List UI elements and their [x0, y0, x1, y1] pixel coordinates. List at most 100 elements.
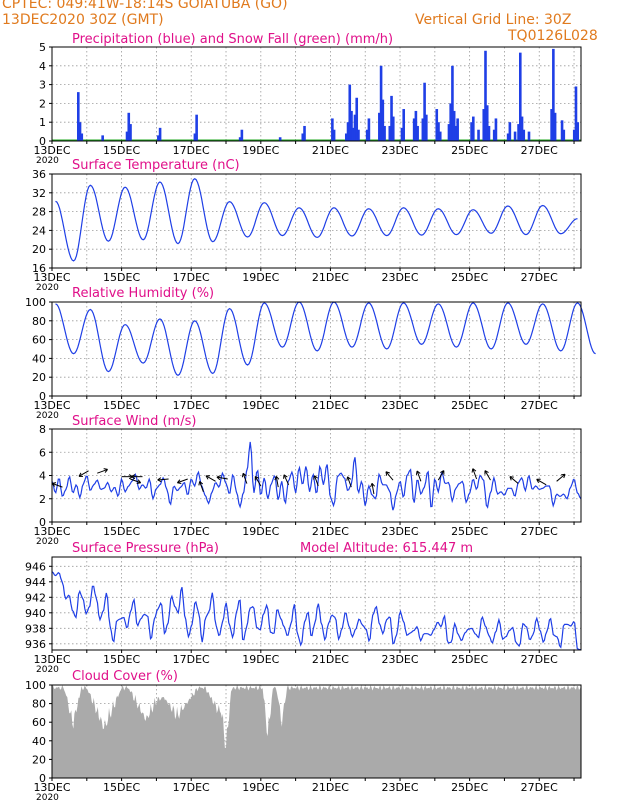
- precip-bar: [348, 84, 352, 141]
- temp-xtick-label: 25DEC: [451, 271, 488, 284]
- pressure-year-label: 2020: [36, 665, 59, 675]
- wind-arrow: [484, 470, 491, 481]
- wind-arrow: [51, 482, 63, 488]
- pressure-ytick-label: 938: [25, 622, 46, 635]
- grid-note: Vertical Grid Line: 30Z: [415, 12, 572, 28]
- wind-arrow: [556, 473, 566, 482]
- cloud-xtick-label: 27DEC: [521, 781, 558, 794]
- cloud-panel: [49, 684, 582, 781]
- precip-bar: [195, 114, 198, 141]
- pressure-title: Surface Pressure (hPa): [72, 541, 219, 556]
- rh-ytick-label: 100: [25, 296, 46, 309]
- wind-arrowhead: [51, 482, 57, 487]
- pressure-ytick-label: 940: [25, 607, 46, 620]
- rh-xtick-label: 27DEC: [521, 399, 558, 412]
- rh-xtick-label: 23DEC: [381, 399, 418, 412]
- rh-year-label: 2020: [36, 411, 59, 421]
- wind-ytick-label: 6: [39, 446, 46, 459]
- wind-arrowhead: [198, 481, 204, 486]
- temp-title: Surface Temperature (nC): [72, 158, 240, 173]
- wind-arrowhead: [78, 472, 84, 477]
- precip-bar: [454, 125, 458, 141]
- wind-arrow: [254, 476, 262, 487]
- wind-arrowhead: [484, 470, 489, 475]
- wind-xtick-label: 25DEC: [451, 525, 488, 538]
- precip-bar: [560, 120, 564, 141]
- precip-bar: [129, 124, 132, 141]
- precip-xtick-label: 21DEC: [312, 144, 349, 157]
- model-code: TQ0126L028: [508, 28, 598, 44]
- rh-xtick-label: 13DEC: [33, 399, 70, 412]
- precip-bar: [367, 118, 371, 141]
- wind-arrowhead: [561, 473, 566, 479]
- wind-arrow: [536, 478, 547, 486]
- precip-xtick-label: 19DEC: [242, 144, 279, 157]
- precip-bar: [449, 103, 452, 141]
- cloud-xtick-label: 13DEC: [33, 781, 70, 794]
- precip-bar: [331, 118, 334, 141]
- precip-ytick-label: 5: [39, 41, 46, 54]
- rh-frame: [51, 301, 582, 397]
- precip-frame: [51, 46, 582, 142]
- wind-arrow: [472, 468, 478, 480]
- precip-bar: [513, 131, 517, 141]
- wind-arrow: [130, 478, 141, 484]
- wind-arrowhead: [509, 476, 514, 481]
- rh-xtick-label: 17DEC: [173, 399, 210, 412]
- temp-xtick-label: 17DEC: [173, 271, 210, 284]
- chart-header: CPTEC: 049:41W-18:14S GOIATUBA (GO) 13DE…: [0, 0, 618, 48]
- wind-arrow: [199, 481, 204, 492]
- temp-ytick-label: 36: [32, 168, 46, 181]
- temp-ytick-label: 16: [32, 262, 46, 275]
- cloud-xtick-label: 23DEC: [381, 781, 418, 794]
- precip-bar: [365, 129, 369, 141]
- wind-title: Surface Wind (m/s): [72, 414, 196, 429]
- cloud-frame: [51, 684, 582, 779]
- precip-bar: [278, 137, 282, 141]
- precip-bar: [485, 105, 489, 141]
- rh-xtick-label: 15DEC: [103, 399, 140, 412]
- wind-arrowhead: [313, 475, 318, 480]
- precip-bar: [423, 82, 426, 141]
- wind-arrow: [97, 468, 108, 474]
- precip-bar: [452, 110, 456, 141]
- wind-xtick-label: 27DEC: [521, 525, 558, 538]
- run-date: 13DEC2020 30Z (GMT): [2, 12, 164, 28]
- wind-arrowhead: [131, 474, 136, 480]
- precip-bar: [414, 110, 418, 141]
- rh-xtick-label: 25DEC: [451, 399, 488, 412]
- pressure-xtick-label: 17DEC: [173, 653, 210, 666]
- precip-bar: [518, 52, 522, 141]
- temp-ytick-label: 32: [32, 187, 46, 200]
- pressure-series-line: [51, 571, 581, 651]
- precip-bar: [447, 124, 451, 141]
- precip-bar: [487, 125, 491, 141]
- wind-arrow: [157, 478, 169, 481]
- precip-bar: [421, 118, 425, 141]
- precip-ytick-label: 1: [39, 116, 46, 129]
- wind-arrowhead: [136, 479, 142, 485]
- wind-arrow: [416, 470, 422, 482]
- wind-arrow: [283, 474, 290, 486]
- wind-arrowhead: [471, 468, 477, 473]
- temp-ytick-label: 20: [32, 243, 46, 256]
- precip-bar: [238, 137, 242, 141]
- cloud-xtick-label: 21DEC: [312, 781, 349, 794]
- precip-ytick-label: 3: [39, 79, 46, 92]
- wind-xtick-label: 21DEC: [312, 525, 349, 538]
- temp-xtick-label: 21DEC: [312, 271, 349, 284]
- precip-bar: [574, 86, 578, 141]
- wind-arrow: [78, 470, 89, 477]
- temp-ytick-label: 24: [32, 224, 46, 237]
- precip-bar: [353, 114, 357, 141]
- precip-bar: [484, 50, 487, 142]
- precip-bar: [193, 133, 197, 141]
- rh-xtick-label: 21DEC: [312, 399, 349, 412]
- cloud-xtick-label: 25DEC: [451, 781, 488, 794]
- precip-bar: [576, 122, 580, 141]
- wind-arrowhead: [415, 470, 421, 475]
- precip-bar: [522, 129, 526, 141]
- precip-bar: [101, 135, 104, 141]
- wind-arrow: [205, 475, 216, 482]
